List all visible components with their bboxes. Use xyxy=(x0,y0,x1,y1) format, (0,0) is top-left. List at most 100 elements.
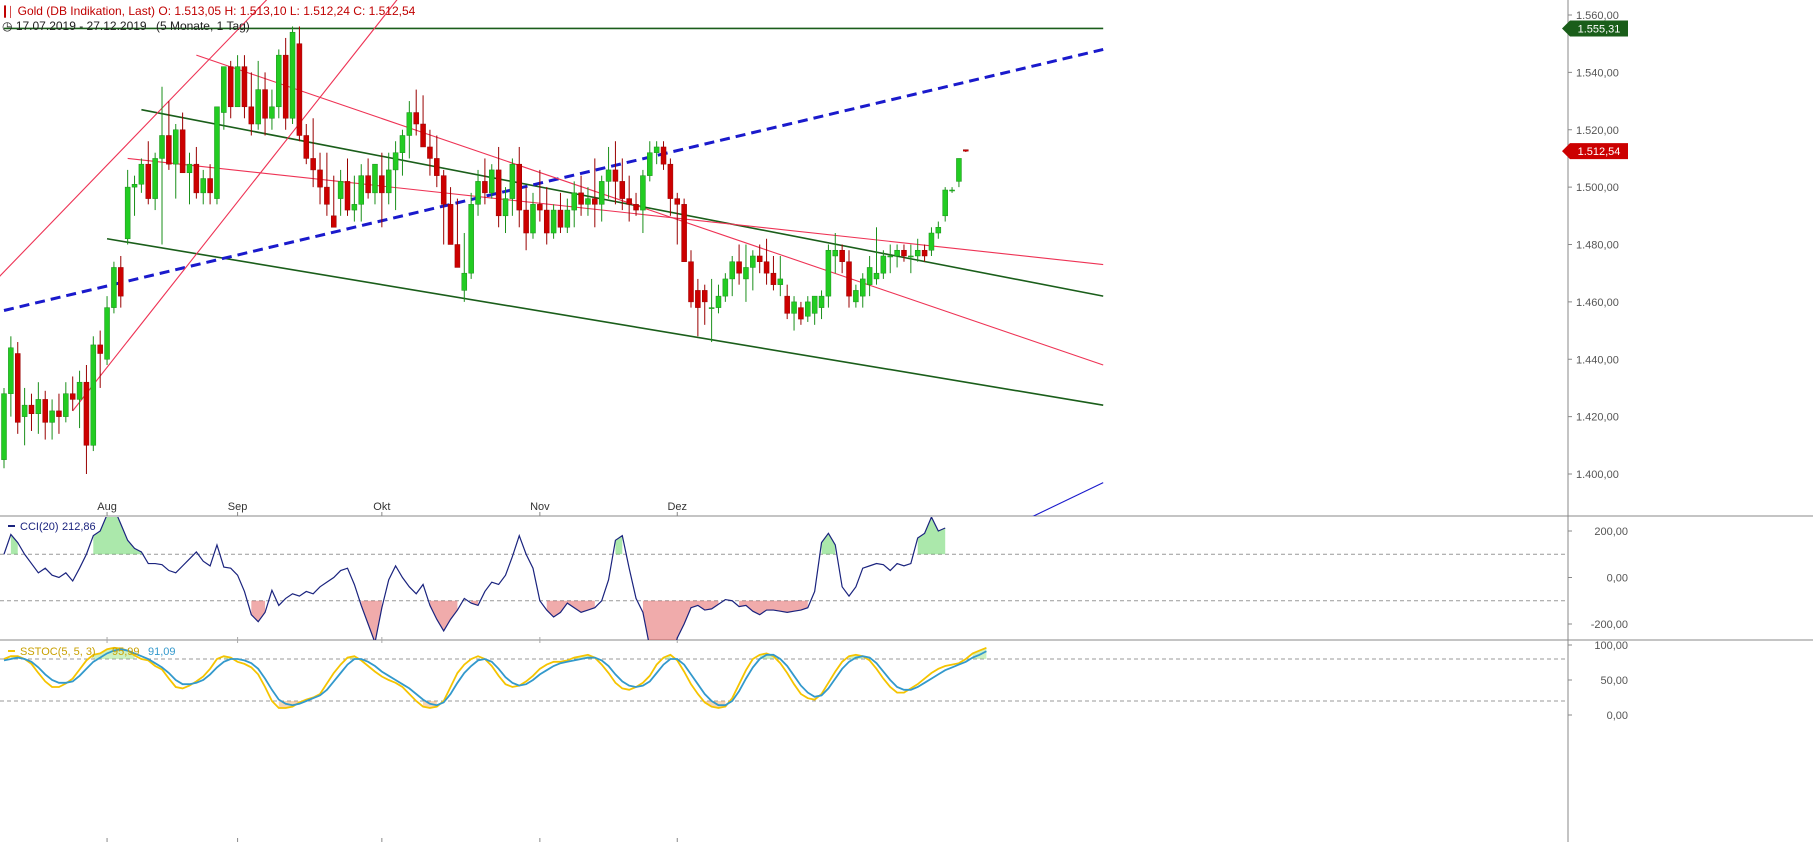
candle-body xyxy=(42,399,48,423)
candle-body xyxy=(413,112,419,125)
candle xyxy=(248,72,255,136)
candle xyxy=(131,175,138,216)
candle xyxy=(866,255,873,297)
candle-body xyxy=(832,249,839,257)
candle xyxy=(880,250,887,279)
candle-body xyxy=(399,135,406,153)
candle-body xyxy=(97,344,103,354)
stoch-k-line xyxy=(3,646,987,709)
price-tick-label: 1.500,00 xyxy=(1576,182,1619,194)
candle xyxy=(853,284,859,308)
candle xyxy=(647,141,653,182)
candle-body xyxy=(152,158,158,199)
trendline-red xyxy=(196,54,1104,366)
candle-body xyxy=(434,158,440,176)
candle-body xyxy=(935,227,942,234)
candle xyxy=(873,227,880,285)
candle xyxy=(832,233,839,274)
candle xyxy=(674,192,681,245)
candle xyxy=(564,198,571,234)
candle xyxy=(592,158,598,228)
candle xyxy=(612,141,619,205)
candle xyxy=(385,152,392,205)
candle xyxy=(708,278,715,343)
candle xyxy=(324,152,330,216)
candle xyxy=(365,158,371,199)
candle xyxy=(770,255,777,291)
candle-body xyxy=(729,261,735,280)
cci-plot xyxy=(3,517,946,640)
stoch-oversold-fill xyxy=(704,701,726,708)
stoch-tick-label: 100,00 xyxy=(1594,640,1628,652)
candle xyxy=(49,399,55,440)
candle xyxy=(193,146,200,199)
cci-oversold-fill xyxy=(546,600,595,618)
candle xyxy=(262,72,268,136)
candle xyxy=(1,387,7,469)
candle-body xyxy=(653,146,660,153)
candle-body xyxy=(166,135,172,165)
candle-body xyxy=(502,198,509,217)
candle xyxy=(908,244,914,274)
candle-body xyxy=(695,290,701,308)
candle-body xyxy=(853,290,859,303)
candle-body xyxy=(124,186,131,240)
candle xyxy=(104,296,110,365)
open-value: 1.513,05 xyxy=(174,4,222,18)
candle-body xyxy=(385,169,392,194)
cci-overbought-fill xyxy=(917,517,946,555)
price-badge-last xyxy=(1562,143,1628,160)
candle-body xyxy=(647,152,653,176)
candle-body xyxy=(949,189,955,192)
candle xyxy=(186,152,193,205)
candle xyxy=(221,66,227,130)
candle-body xyxy=(605,169,612,182)
candle xyxy=(200,169,206,205)
candle-body xyxy=(111,267,117,308)
stoch-legend-name: SSTOC(5, 5, 3) xyxy=(20,646,96,658)
candle xyxy=(777,255,784,297)
cci-tick-label: 0,00 xyxy=(1607,573,1628,585)
candle-body xyxy=(214,106,220,199)
candle xyxy=(756,244,763,274)
candle-body xyxy=(372,163,378,194)
stoch-d-value: 91,09 xyxy=(148,646,176,658)
candle xyxy=(413,89,419,136)
open-label: O: xyxy=(158,4,172,18)
candle-body xyxy=(1,393,7,460)
candle-body xyxy=(337,181,344,199)
price-tick-label: 1.520,00 xyxy=(1576,125,1619,137)
candle xyxy=(214,106,220,205)
candle-body xyxy=(200,178,206,194)
cci-legend-value: 212,86 xyxy=(62,521,96,533)
candle-body xyxy=(317,169,323,188)
candle-body xyxy=(221,66,227,113)
candle-body xyxy=(619,181,626,199)
cci-oversold-fill xyxy=(642,600,719,640)
stoch-tick-label: 0,00 xyxy=(1607,710,1628,722)
candle-body xyxy=(255,89,261,125)
candle xyxy=(763,238,770,285)
candle-body xyxy=(708,307,715,309)
candle xyxy=(118,255,124,308)
candle xyxy=(949,187,955,193)
candle-body xyxy=(186,163,193,174)
candle xyxy=(894,244,900,268)
candle-body xyxy=(468,204,474,274)
candle-body xyxy=(296,43,303,136)
candle-body xyxy=(770,272,777,285)
candle-body xyxy=(324,186,330,205)
candle xyxy=(653,141,660,165)
cci-tick-label: 200,00 xyxy=(1594,526,1628,538)
cci-legend-swatch xyxy=(8,525,15,527)
candle xyxy=(942,187,948,222)
candle-body xyxy=(282,54,289,119)
time-tick-label: Dez xyxy=(667,501,687,513)
candle-body xyxy=(440,175,447,205)
stoch-k-value: 95,99 xyxy=(112,646,140,658)
candle xyxy=(276,49,282,119)
candle-body xyxy=(701,290,708,303)
candle xyxy=(722,273,729,302)
price-tick-label: 1.420,00 xyxy=(1576,412,1619,424)
